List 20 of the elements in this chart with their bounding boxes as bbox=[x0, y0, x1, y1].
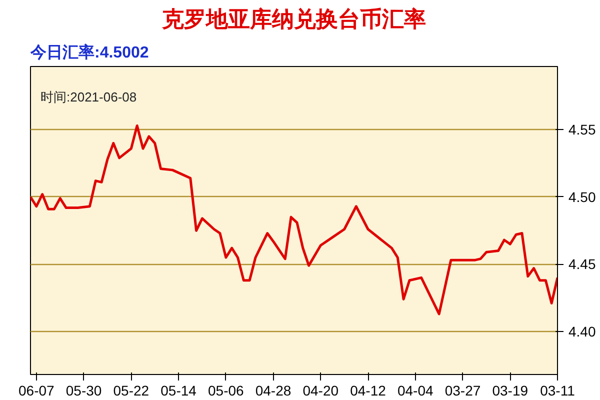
x-tick-label: 05-30 bbox=[66, 382, 102, 398]
y-tick-label: 4.40 bbox=[568, 323, 596, 340]
x-tick-label: 04-28 bbox=[255, 382, 292, 398]
y-tick-label: 4.55 bbox=[568, 122, 596, 138]
x-tick-label: 05-14 bbox=[160, 382, 197, 398]
annotation: 时间:2021-06-08 bbox=[40, 90, 137, 104]
x-tick-label: 06-07 bbox=[18, 382, 55, 398]
x-tick-label: 04-20 bbox=[302, 382, 339, 398]
text: 今日汇率:4.5002 bbox=[30, 42, 149, 62]
x-tick-label: 04-12 bbox=[350, 382, 386, 398]
x-tick-label: 05-06 bbox=[208, 382, 244, 398]
x-tick-label: 03-19 bbox=[492, 382, 528, 398]
y-tick-label: 4.50 bbox=[568, 188, 596, 205]
x-tick-label: 04-04 bbox=[397, 382, 434, 398]
chart-title: 克罗地亚库纳兑换台币汇率 bbox=[161, 6, 426, 32]
line-series bbox=[30, 124, 558, 316]
y-tick-label: 4.45 bbox=[568, 256, 596, 272]
x-tick-label: 05-22 bbox=[113, 382, 150, 398]
x-tick-label: 03-27 bbox=[444, 382, 481, 398]
x-tick-label: 03-11 bbox=[540, 382, 576, 398]
